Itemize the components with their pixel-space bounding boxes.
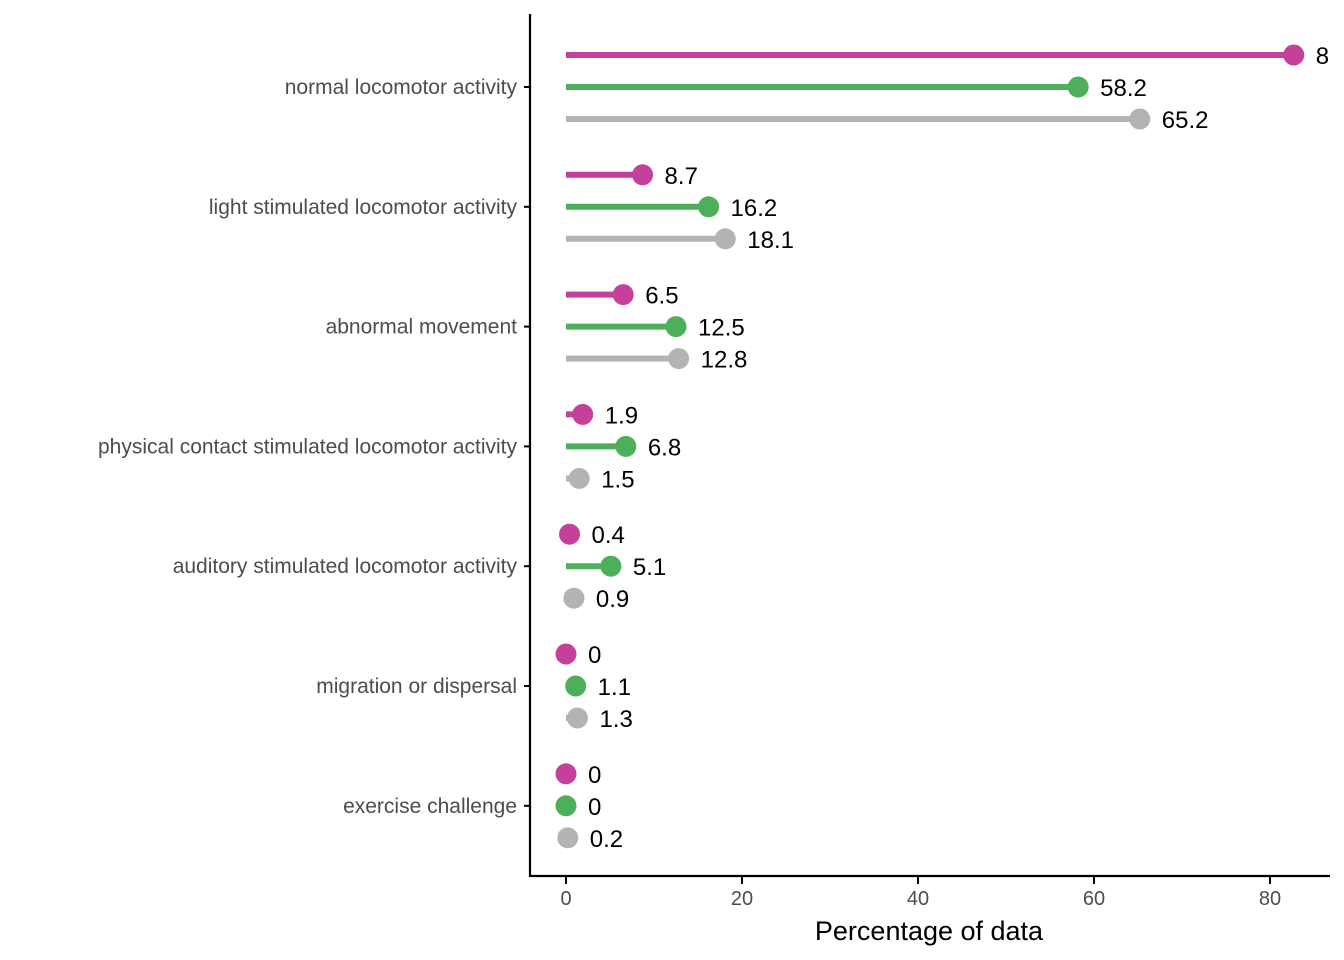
lollipop-point (566, 707, 588, 729)
lollipop-point (568, 467, 590, 489)
data-label: 8.7 (665, 163, 698, 190)
lollipop-point (557, 827, 579, 849)
data-label: 0 (588, 794, 601, 821)
y-category-labels: normal locomotor activity light stimulate… (98, 76, 530, 818)
data-label: 18.1 (747, 227, 794, 254)
data-label: 58.2 (1100, 75, 1147, 102)
category-label: abnormal movement (326, 316, 518, 339)
lollipop-point (698, 196, 720, 218)
data-label: 0.9 (596, 586, 629, 613)
data-label: 6.5 (645, 283, 678, 310)
data-label: 1.5 (601, 466, 634, 493)
lollipop-point (565, 675, 587, 697)
data-label: 65.2 (1162, 107, 1209, 134)
lollipop-point (559, 523, 581, 545)
lollipop-point (632, 164, 654, 186)
lollipop-point (555, 763, 577, 785)
x-tick-label: 60 (1083, 888, 1105, 910)
category-label: auditory stimulated locomotor activity (173, 555, 518, 578)
x-axis-title: Percentage of data (815, 916, 1044, 946)
data-label: 5.1 (633, 554, 666, 581)
lollipop-point (600, 555, 622, 577)
lollipop-point (555, 643, 577, 665)
data-label: 6.8 (648, 434, 681, 461)
lollipop-point (1129, 108, 1151, 130)
x-tick-label: 40 (907, 888, 929, 910)
lollipop-point (1283, 44, 1305, 66)
lollipop-point (668, 348, 690, 370)
x-tick-label: 0 (560, 888, 571, 910)
category-label: light stimulated locomotor activity (209, 196, 518, 219)
data-label: 0 (588, 762, 601, 789)
lollipop-point (1067, 76, 1089, 98)
data-label: 1.9 (605, 402, 638, 429)
category-label: normal locomotor activity (285, 76, 518, 99)
data-label: 16.2 (731, 195, 778, 222)
data-label: 0.4 (592, 522, 625, 549)
lollipop-point (665, 316, 687, 338)
x-tick-label: 20 (731, 888, 753, 910)
chart-marks: 8 8.7 6.5 1.9 0.4 0 0 58.2 16.2 12.5 6.8 5.1 1.1 0 65.… (555, 43, 1329, 853)
x-tick-label: 80 (1259, 888, 1281, 910)
lollipop-point (572, 403, 594, 425)
data-label: 8 (1316, 43, 1329, 70)
lollipop-point (555, 795, 577, 817)
data-label: 12.8 (701, 347, 748, 374)
lollipop-point (615, 435, 637, 457)
x-ticks: 0 20 40 60 80 (560, 877, 1281, 910)
category-label: migration or dispersal (316, 675, 517, 698)
data-label: 0.2 (590, 826, 623, 853)
data-label: 12.5 (698, 315, 745, 342)
data-label: 1.3 (599, 706, 632, 733)
lollipop-point (714, 228, 736, 250)
data-label: 1.1 (598, 674, 631, 701)
lollipop-point (563, 587, 585, 609)
lollipop-point (612, 284, 634, 306)
category-label: exercise challenge (343, 795, 517, 818)
category-label: physical contact stimulated locomotor ac… (98, 435, 518, 458)
data-label: 0 (588, 642, 601, 669)
